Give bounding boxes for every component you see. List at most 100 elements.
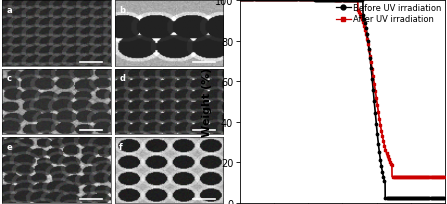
Point <box>310 0 317 2</box>
Point <box>398 196 405 200</box>
Point <box>294 0 301 2</box>
Point <box>325 0 332 2</box>
Point <box>314 0 321 2</box>
Point <box>333 0 340 2</box>
Point <box>383 196 390 200</box>
Point <box>431 175 438 178</box>
Point <box>418 196 425 200</box>
Point <box>305 0 312 2</box>
Point <box>342 0 349 2</box>
Point <box>298 0 305 2</box>
Point <box>284 0 291 2</box>
Point <box>308 0 316 2</box>
Point <box>405 196 413 200</box>
Point <box>412 175 419 178</box>
Point <box>236 0 244 2</box>
Point <box>392 175 399 178</box>
Point <box>329 0 336 2</box>
Point <box>289 0 296 2</box>
Point <box>438 196 445 200</box>
Point <box>370 75 377 79</box>
Point <box>278 0 285 2</box>
Point <box>258 0 265 2</box>
Point <box>343 0 350 2</box>
Point <box>357 0 364 2</box>
Point <box>352 0 359 2</box>
Point <box>320 0 327 2</box>
Point <box>278 0 286 2</box>
Point <box>309 0 316 2</box>
Point <box>347 0 354 2</box>
Point <box>436 175 443 178</box>
Point <box>344 0 351 2</box>
Point <box>241 0 248 2</box>
Point <box>271 0 278 2</box>
Point <box>379 171 386 174</box>
Point <box>369 68 376 72</box>
Point <box>313 0 320 2</box>
Text: d: d <box>119 74 125 83</box>
Point <box>290 0 297 2</box>
Point <box>306 0 313 2</box>
Point <box>415 175 422 178</box>
Point <box>410 175 417 178</box>
Point <box>297 0 304 2</box>
Point <box>301 0 308 2</box>
Point <box>424 196 431 200</box>
Point <box>416 175 423 178</box>
Point <box>401 196 408 200</box>
Point <box>405 175 412 178</box>
Point <box>403 196 410 200</box>
Point <box>265 0 272 2</box>
Point <box>266 0 274 2</box>
Point <box>270 0 277 2</box>
Point <box>248 0 255 2</box>
Point <box>279 0 287 2</box>
Point <box>366 49 373 52</box>
Point <box>392 196 399 200</box>
Point <box>398 175 405 178</box>
Point <box>296 0 303 2</box>
Point <box>245 0 252 2</box>
Point <box>270 0 277 2</box>
Point <box>286 0 293 2</box>
Point <box>279 0 287 2</box>
Point <box>292 0 299 2</box>
Point <box>369 78 376 81</box>
Point <box>364 43 371 47</box>
Point <box>355 11 363 15</box>
Point <box>278 0 286 2</box>
Point <box>325 0 333 2</box>
Point <box>360 18 367 21</box>
Point <box>427 175 434 178</box>
Point <box>345 0 352 2</box>
Point <box>298 0 305 2</box>
Point <box>281 0 288 2</box>
Point <box>396 196 403 200</box>
Point <box>431 196 438 200</box>
Point <box>375 111 382 114</box>
Point <box>384 155 391 158</box>
Point <box>419 175 426 178</box>
Point <box>256 0 263 2</box>
Point <box>413 196 420 200</box>
Point <box>311 0 318 2</box>
Point <box>274 0 282 2</box>
Point <box>330 0 337 2</box>
Point <box>412 196 419 200</box>
Point <box>283 0 290 2</box>
Point <box>335 0 342 2</box>
Point <box>320 0 328 2</box>
Point <box>274 0 282 2</box>
Point <box>325 0 333 2</box>
Point <box>434 196 441 200</box>
Point <box>285 0 292 2</box>
Point <box>358 19 366 22</box>
Point <box>418 175 425 178</box>
Point <box>249 0 256 2</box>
Point <box>260 0 267 2</box>
Point <box>316 0 323 2</box>
Point <box>435 175 442 178</box>
Point <box>367 67 375 70</box>
Point <box>395 175 402 178</box>
